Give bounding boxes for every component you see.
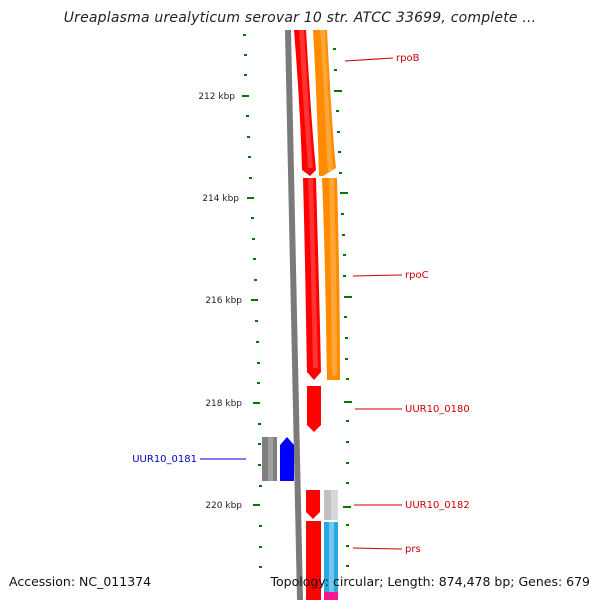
label-rpoC: rpoC: [405, 270, 429, 281]
genome-backbone: [285, 29, 303, 600]
label-UUR10-0182: UUR10_0182: [405, 500, 470, 511]
scale-label-220: 220 kbp: [205, 501, 242, 511]
major-tick: [344, 296, 352, 298]
scale-label-216: 216 kbp: [205, 296, 242, 306]
accession-text: Accession: NC_011374: [9, 574, 152, 589]
feature-magenta: [324, 592, 338, 600]
right-tick-marks: [333, 48, 352, 567]
leader-lines: [200, 57, 403, 550]
label-UUR10-0180: UUR10_0180: [405, 404, 470, 415]
major-tick: [247, 197, 254, 199]
map-title: Ureaplasma urealyticum serovar 10 str. A…: [63, 10, 537, 26]
major-tick: [344, 401, 352, 403]
gene-UUR10-0181: [280, 437, 294, 481]
feature-dark-grey-shade: [268, 437, 273, 481]
cds-orange-2-highlight: [329, 178, 337, 376]
cds-orange-1-highlight: [320, 30, 333, 172]
gene-UUR10-0182: [306, 490, 320, 519]
scale-label-212: 212 kbp: [198, 92, 235, 102]
major-tick: [340, 192, 348, 194]
gene-rpoB-highlight: [299, 30, 313, 168]
label-UUR10-0181: UUR10_0181: [132, 454, 197, 465]
major-tick: [242, 95, 249, 97]
summary-text: Topology: circular; Length: 874,478 bp; …: [270, 574, 591, 589]
feature-cyan-shade: [329, 522, 334, 592]
scale-label-218: 218 kbp: [205, 399, 242, 409]
gene-prs: [306, 521, 321, 600]
gene-rpoC-highlight: [308, 178, 318, 368]
left-tick-marks: [242, 34, 262, 568]
gene-UUR10-0180: [307, 386, 321, 432]
major-tick: [253, 504, 260, 506]
scale-labels: 212 kbp 214 kbp 216 kbp 218 kbp 220 kbp: [198, 92, 242, 511]
major-tick: [251, 299, 258, 301]
major-tick: [334, 90, 342, 92]
major-tick: [253, 402, 260, 404]
major-tick: [343, 506, 351, 508]
scale-label-214: 214 kbp: [202, 194, 239, 204]
feature-light-grey-shade: [331, 490, 338, 520]
label-rpoB: rpoB: [396, 53, 420, 64]
label-prs: prs: [405, 544, 421, 555]
gene-labels: rpoB rpoC UUR10_0180 UUR10_0181 UUR10_01…: [132, 53, 470, 555]
